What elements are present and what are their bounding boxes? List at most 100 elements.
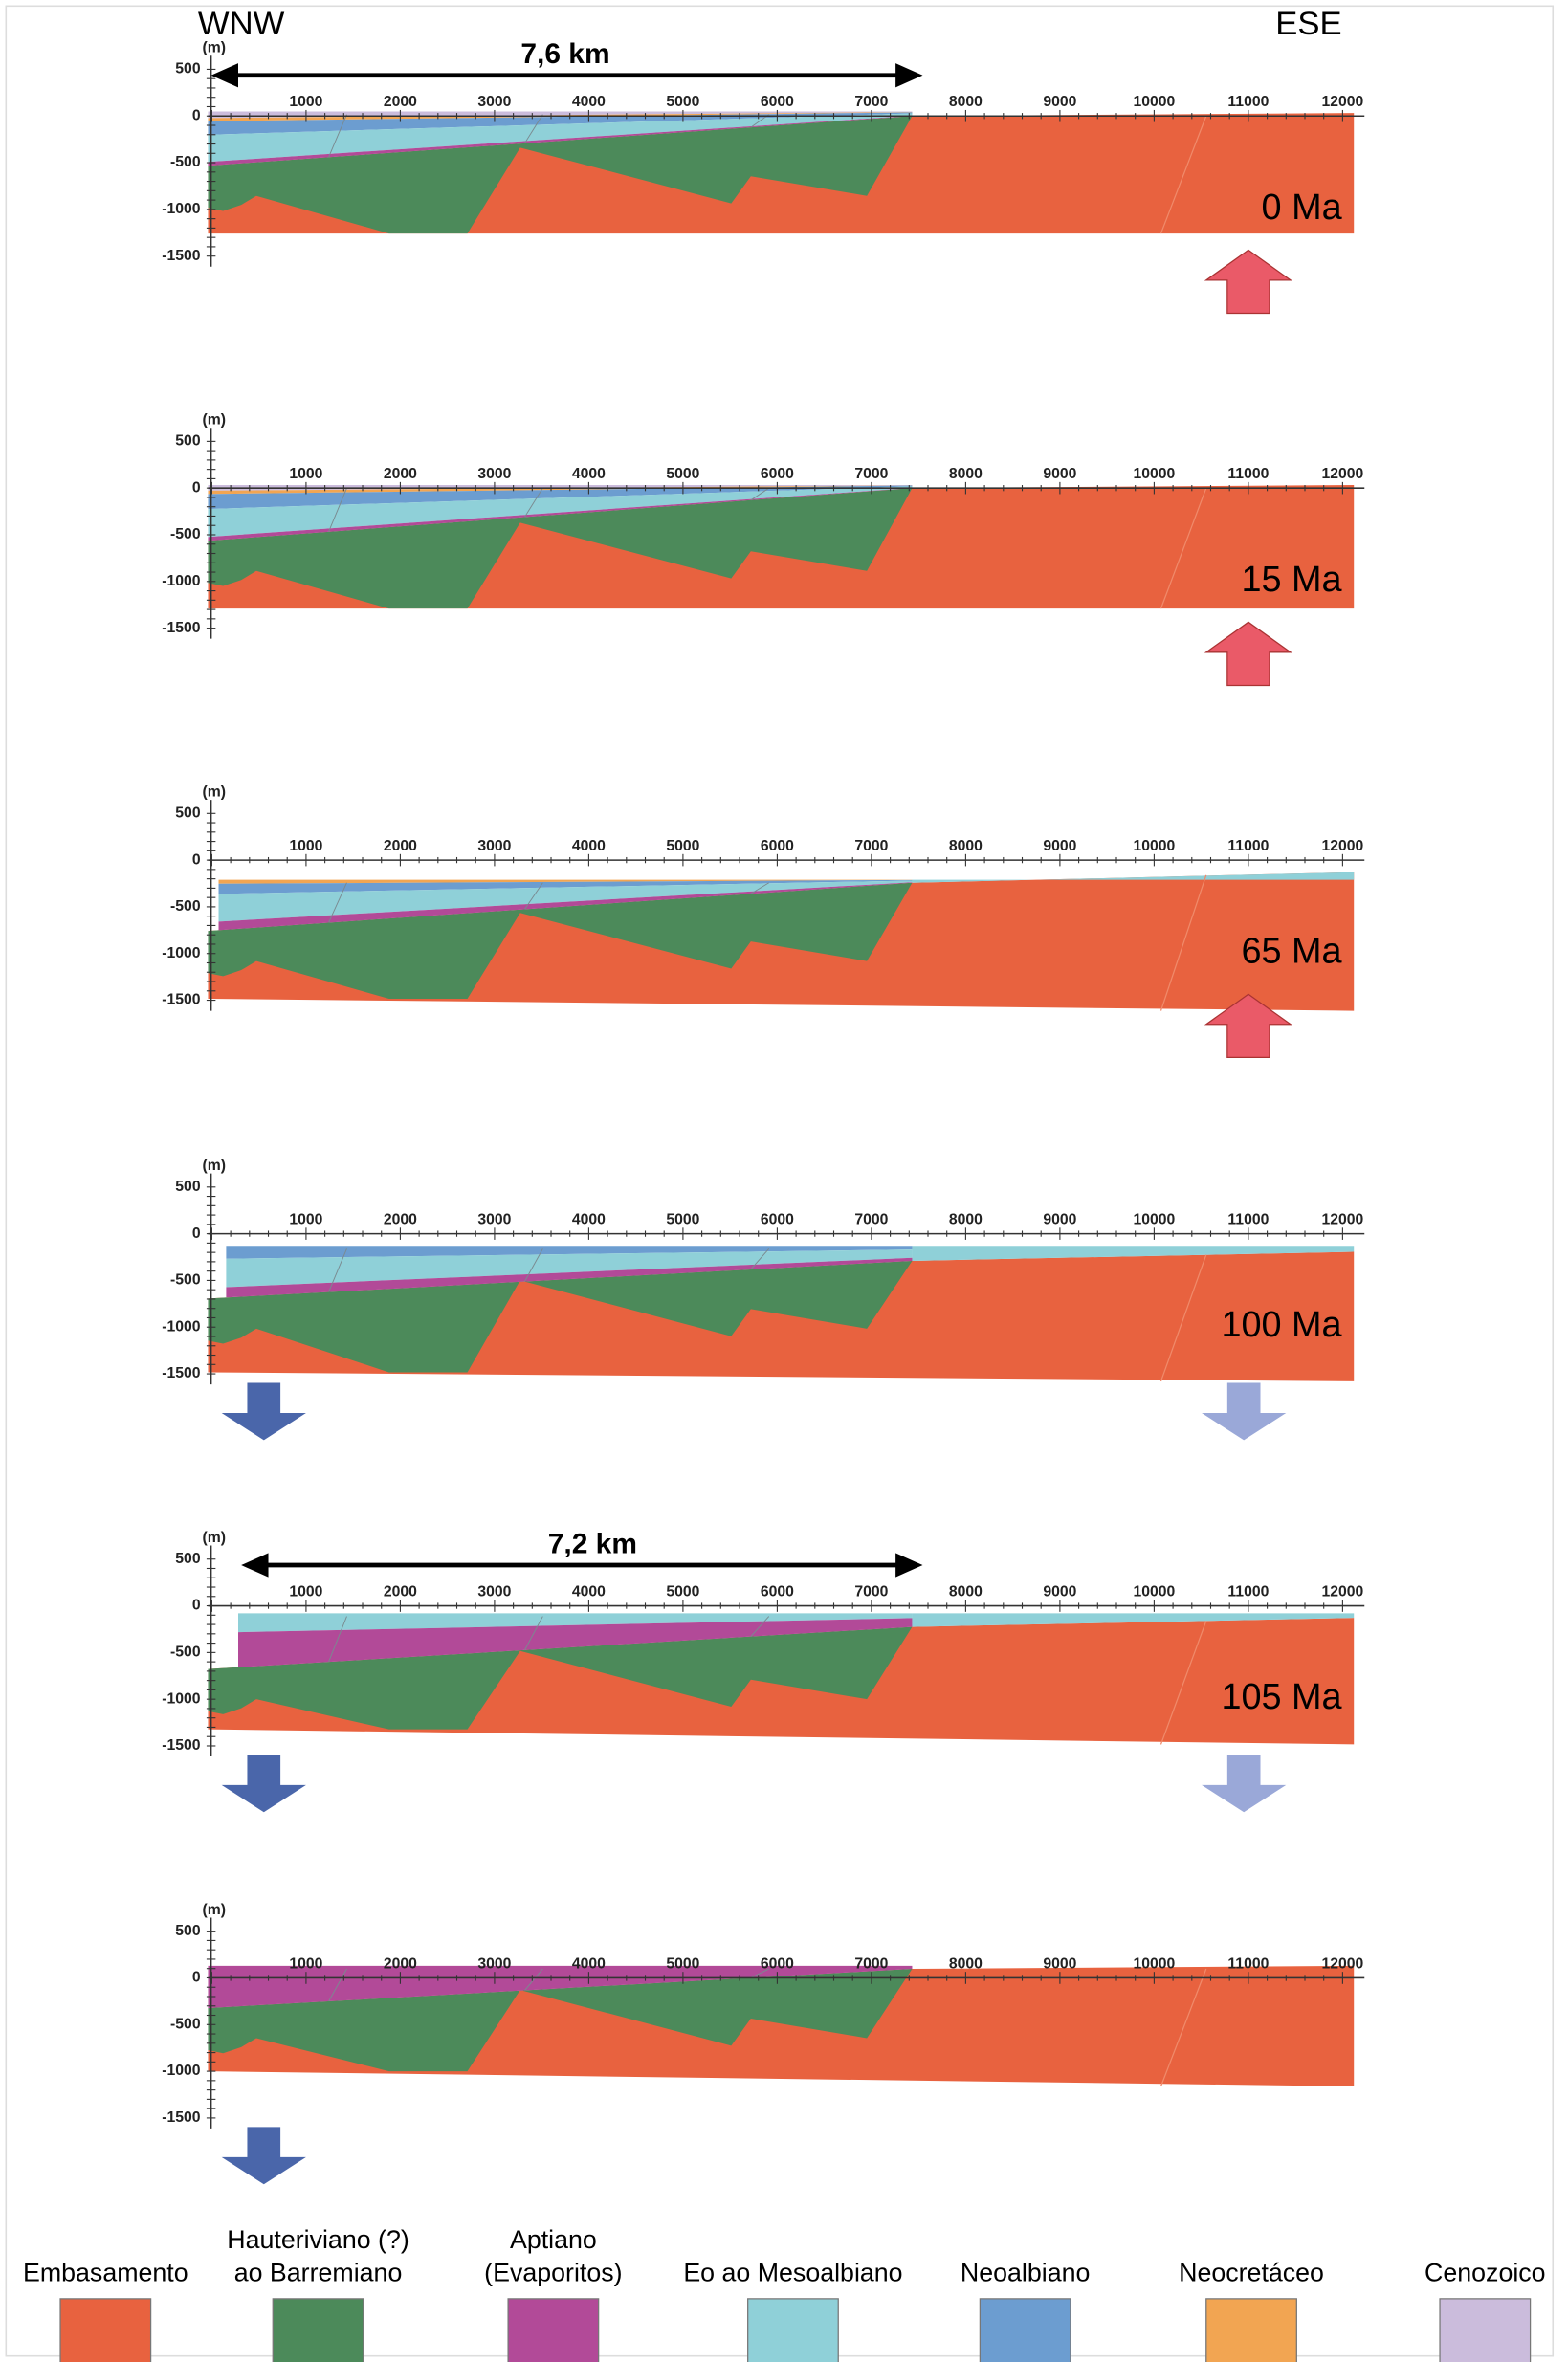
x-tick-label: 6000	[761, 94, 794, 110]
y-tick-label: 500	[175, 1551, 201, 1567]
axis-unit: (m)	[203, 411, 227, 428]
x-tick-label: 11000	[1227, 94, 1269, 110]
legend-label: Neocretáceo	[1179, 2259, 1324, 2287]
subsidence-arrow	[222, 2127, 306, 2184]
x-tick-label: 10000	[1133, 1584, 1175, 1600]
x-tick-label: 2000	[384, 838, 417, 854]
subsidence-arrow	[222, 1755, 306, 1812]
x-tick-label: 4000	[572, 1212, 606, 1228]
y-tick-label: -1000	[162, 201, 201, 217]
x-tick-label: 5000	[666, 838, 699, 854]
x-tick-label: 9000	[1043, 94, 1076, 110]
y-tick-label: 0	[192, 107, 201, 123]
y-tick-label: 0	[192, 479, 201, 496]
x-tick-label: 3000	[477, 838, 511, 854]
legend-swatch	[273, 2299, 364, 2362]
legend-label: Eo ao Mesoalbiano	[683, 2259, 902, 2287]
legend-label: Neoalbiano	[961, 2259, 1090, 2287]
x-tick-label: 4000	[572, 1584, 606, 1600]
x-tick-label: 9000	[1043, 838, 1076, 854]
axis-unit: (m)	[203, 1158, 227, 1174]
y-tick-label: -1000	[162, 573, 201, 589]
y-tick-label: -500	[170, 898, 201, 915]
axis-unit: (m)	[203, 784, 227, 800]
x-tick-label: 8000	[949, 94, 983, 110]
x-tick-label: 11000	[1227, 466, 1269, 482]
distance-label: 7,6 km	[520, 38, 609, 70]
x-tick-label: 1000	[289, 94, 322, 110]
x-tick-label: 9000	[1043, 1584, 1076, 1600]
y-tick-label: -1500	[162, 2109, 201, 2126]
axis-unit: (m)	[203, 40, 227, 56]
y-tick-label: -1500	[162, 1365, 201, 1381]
x-tick-label: 7000	[854, 1584, 888, 1600]
y-tick-label: 0	[192, 851, 201, 868]
x-tick-label: 3000	[477, 94, 511, 110]
y-tick-label: 0	[192, 1598, 201, 1614]
figure: WNW ESE 10002000300040005000600070008000…	[0, 0, 1568, 2362]
x-tick-label: 11000	[1227, 1955, 1269, 1972]
arrow-head	[211, 63, 238, 87]
x-tick-label: 1000	[289, 466, 322, 482]
x-tick-label: 11000	[1227, 1212, 1269, 1228]
x-tick-label: 12000	[1321, 1212, 1363, 1228]
x-tick-label: 2000	[384, 1212, 417, 1228]
x-tick-label: 1000	[289, 838, 322, 854]
arrow-head	[241, 1553, 268, 1577]
x-tick-label: 4000	[572, 94, 606, 110]
legend-label: (Evaporitos)	[484, 2259, 622, 2287]
y-tick-label: 500	[175, 1923, 201, 1939]
y-tick-label: -1000	[162, 2063, 201, 2079]
x-tick-label: 10000	[1133, 838, 1175, 854]
arrow-head	[895, 1553, 922, 1577]
axis-unit: (m)	[203, 1530, 227, 1546]
x-tick-label: 4000	[572, 838, 606, 854]
y-tick-label: -500	[170, 1272, 201, 1289]
x-tick-label: 8000	[949, 1955, 983, 1972]
x-tick-label: 12000	[1321, 1955, 1363, 1972]
x-tick-label: 7000	[854, 1955, 888, 1972]
x-tick-label: 5000	[666, 466, 699, 482]
x-tick-label: 9000	[1043, 1955, 1076, 1972]
x-tick-label: 1000	[289, 1955, 322, 1972]
age-label: 0 Ma	[1262, 188, 1343, 228]
x-tick-label: 11000	[1227, 838, 1269, 854]
x-tick-label: 8000	[949, 1212, 983, 1228]
distance-label: 7,2 km	[548, 1528, 637, 1559]
x-tick-label: 12000	[1321, 838, 1363, 854]
x-tick-label: 2000	[384, 1955, 417, 1972]
legend-label: Hauteriviano (?)	[227, 2225, 409, 2254]
direction-left: WNW	[198, 6, 285, 42]
subsidence-arrow	[1202, 1755, 1286, 1812]
y-tick-label: -1000	[162, 1690, 201, 1707]
y-tick-label: 0	[192, 1970, 201, 1986]
x-tick-label: 3000	[477, 466, 511, 482]
x-tick-label: 6000	[761, 838, 794, 854]
y-tick-label: -1500	[162, 992, 201, 1008]
x-tick-label: 7000	[854, 838, 888, 854]
x-tick-label: 9000	[1043, 1212, 1076, 1228]
x-tick-label: 12000	[1321, 94, 1363, 110]
legend-label: Embasamento	[23, 2259, 188, 2287]
x-tick-label: 11000	[1227, 1584, 1269, 1600]
age-label: 15 Ma	[1241, 560, 1342, 600]
axis-unit: (m)	[203, 1902, 227, 1918]
legend-swatch	[748, 2299, 839, 2362]
x-tick-label: 7000	[854, 94, 888, 110]
age-label: 100 Ma	[1221, 1305, 1342, 1345]
x-tick-label: 8000	[949, 838, 983, 854]
y-tick-label: 500	[175, 61, 201, 77]
legend-label: ao Barremiano	[234, 2259, 403, 2287]
legend-swatch	[60, 2299, 151, 2362]
y-tick-label: -1500	[162, 248, 201, 264]
direction-right: ESE	[1275, 6, 1341, 42]
x-tick-label: 5000	[666, 1955, 699, 1972]
x-tick-label: 4000	[572, 1955, 606, 1972]
subsidence-arrow	[1202, 1382, 1286, 1440]
x-tick-label: 4000	[572, 466, 606, 482]
y-tick-label: -500	[170, 1645, 201, 1661]
x-tick-label: 3000	[477, 1212, 511, 1228]
y-tick-label: 500	[175, 1179, 201, 1195]
x-tick-label: 8000	[949, 1584, 983, 1600]
y-tick-label: -500	[170, 2016, 201, 2032]
